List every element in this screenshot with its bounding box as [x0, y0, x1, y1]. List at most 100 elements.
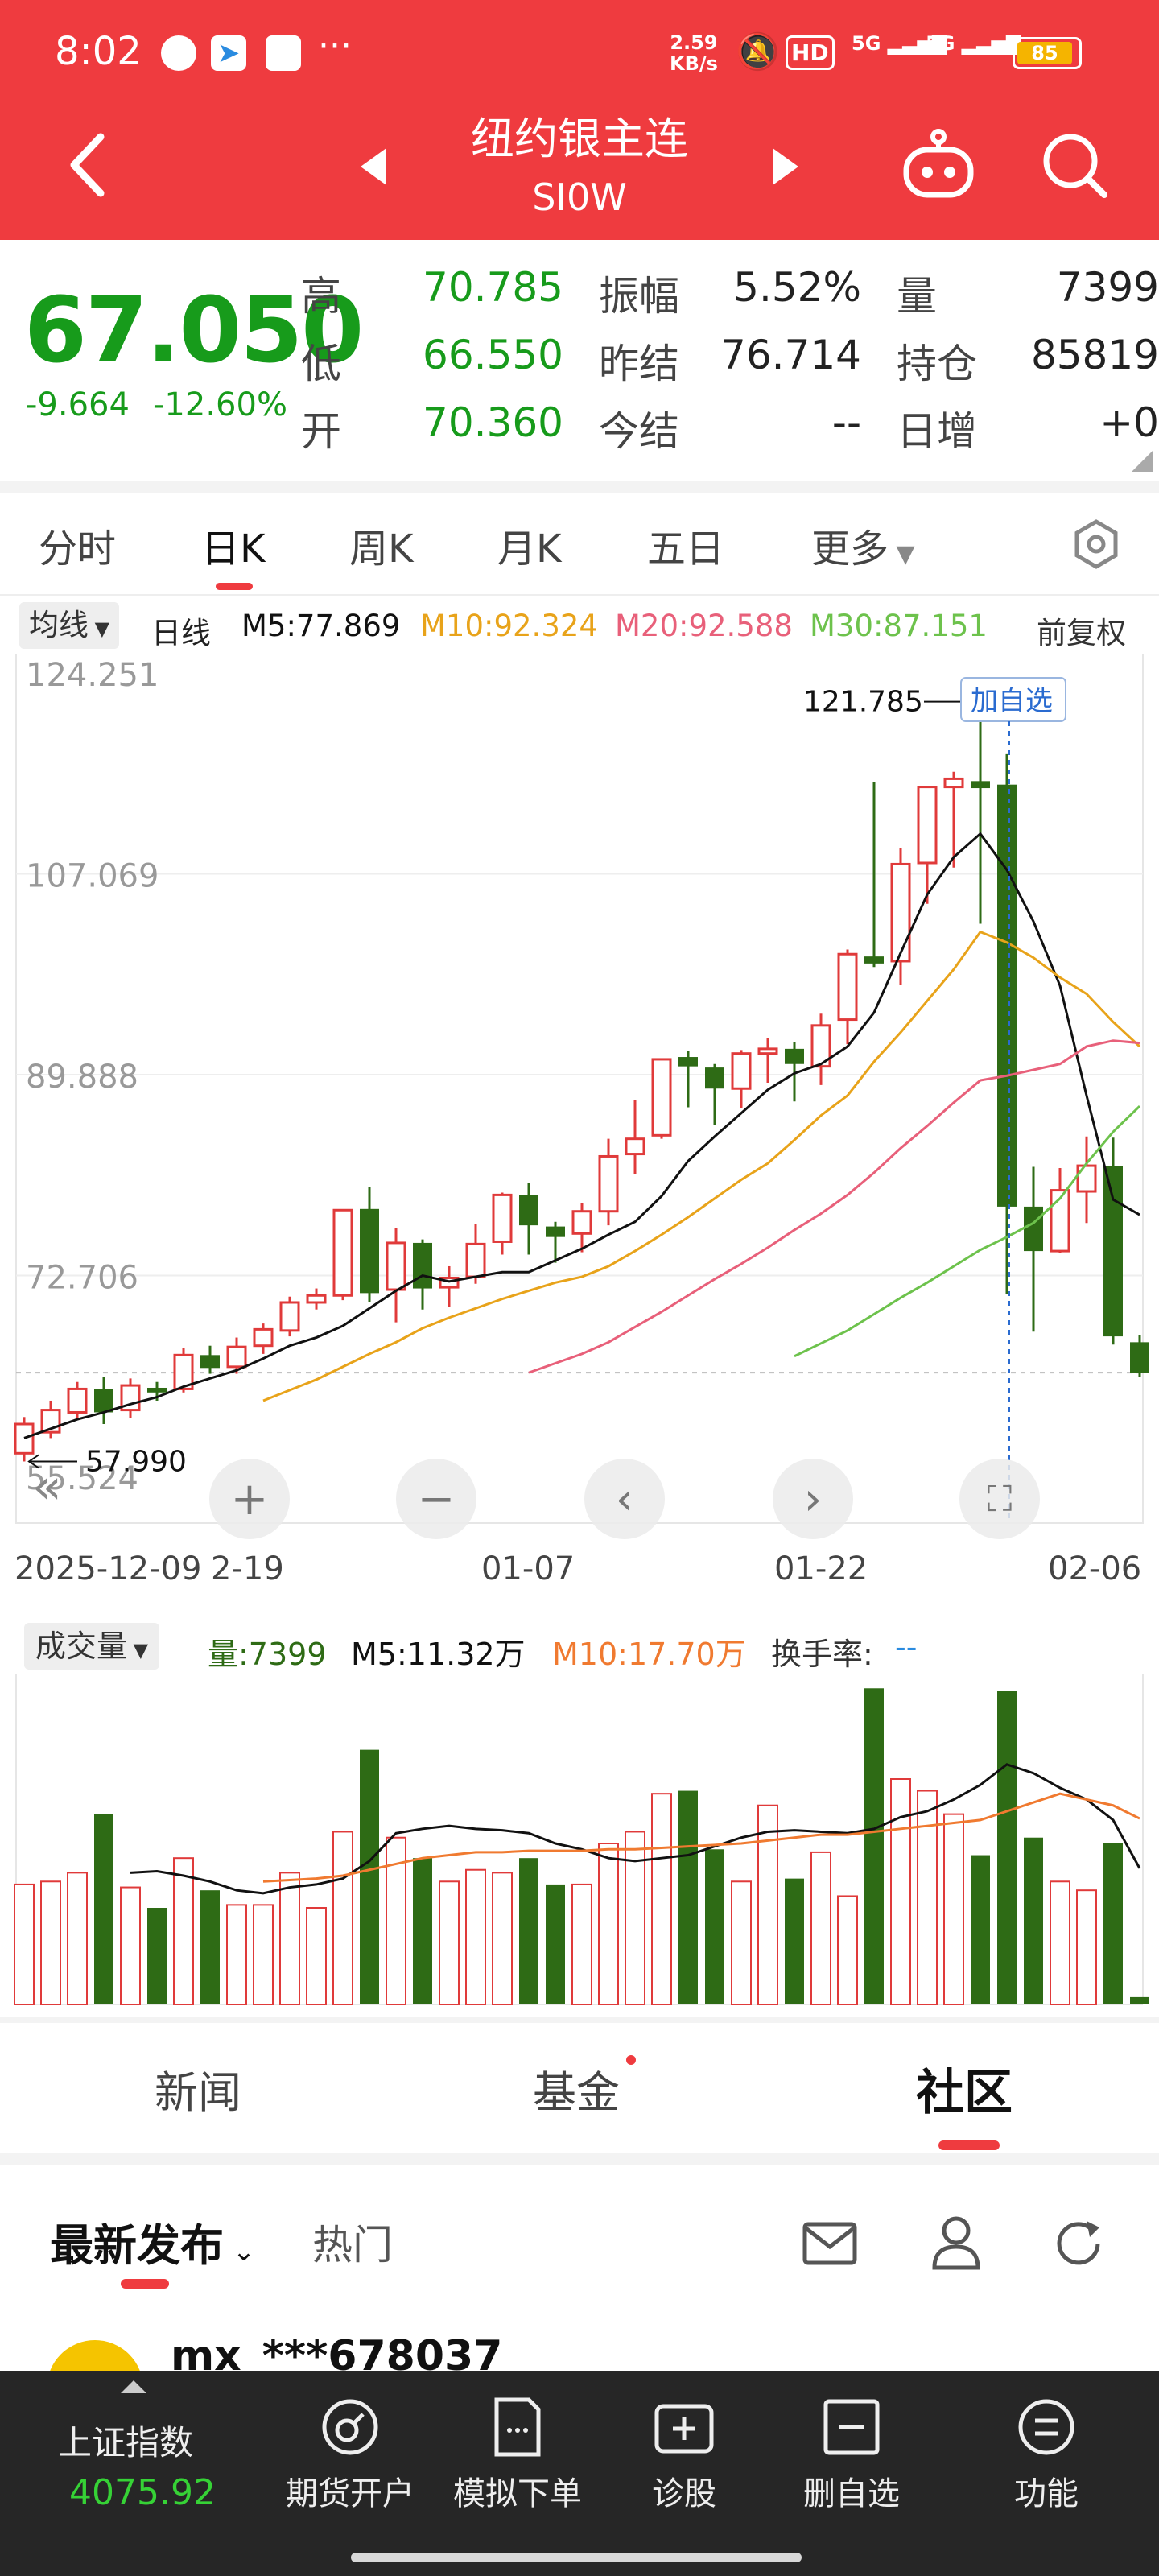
- candle-body-down: [705, 1067, 724, 1089]
- tab-funds[interactable]: 基金: [533, 2067, 620, 2118]
- candle-body-up: [731, 1052, 752, 1090]
- fullscreen-button[interactable]: ⛶: [959, 1459, 1040, 1539]
- zoom-in-button[interactable]: +: [209, 1459, 290, 1539]
- kline-chart[interactable]: 124.251 107.069 89.888 72.706 55.524 121.785 5…: [0, 653, 1159, 1539]
- add-watch-tag: [960, 677, 1066, 722]
- volume-bar-down: [705, 1849, 724, 2004]
- ma10-line: [262, 930, 1141, 1402]
- candle-body-up: [651, 1058, 672, 1137]
- indicator-selector[interactable]: 均线 ▼: [19, 602, 120, 649]
- volume-bar-up: [332, 1831, 353, 2005]
- chevron-down-icon: ▼: [89, 617, 110, 640]
- volume-bar-up: [598, 1843, 619, 2005]
- nav-futures-account[interactable]: 期货开户: [270, 2395, 431, 2514]
- net-speed: 2.59 KB/s: [670, 31, 718, 75]
- ma5-line: [23, 832, 1140, 1439]
- price-change: -9.664: [26, 386, 130, 423]
- volume-bar-up: [14, 1883, 35, 2005]
- candle-body-up: [810, 1024, 831, 1068]
- volume-bar-up: [651, 1793, 672, 2005]
- tab-news[interactable]: 新闻: [155, 2067, 241, 2118]
- price-adjust-selector[interactable]: 前复权: [1037, 616, 1126, 650]
- nav-label: 模拟下单: [453, 2475, 582, 2512]
- nav-label: 诊股: [652, 2475, 716, 2512]
- volume-ma-lines: [130, 1763, 1141, 1895]
- community-feed: 最新发布 ⌄ 热门 mx_***678037: [0, 2153, 1159, 2388]
- futures-account-icon: [322, 2399, 378, 2455]
- nav-label: 期货开户: [286, 2475, 415, 2512]
- today-settle-label: 今结: [599, 408, 679, 455]
- nav-stock-diagnosis[interactable]: 诊股: [604, 2395, 765, 2514]
- nav-remove-watchlist[interactable]: 删自选: [771, 2395, 932, 2514]
- robot-icon[interactable]: [901, 127, 975, 200]
- volume-bar-up: [253, 1904, 274, 2006]
- candle-body-down: [147, 1387, 167, 1393]
- prev-contract-icon[interactable]: [359, 147, 388, 187]
- candle-body-up: [465, 1242, 486, 1278]
- candle-body-up: [757, 1047, 778, 1055]
- tab-five-day[interactable]: 五日: [647, 526, 725, 572]
- tab-intraday[interactable]: 分时: [39, 526, 117, 572]
- period-tabs: 分时 日K 周K 月K 五日 更多 ▼: [0, 493, 1159, 597]
- volume-bar-down: [200, 1890, 220, 2004]
- telegram-icon: ➤: [211, 35, 246, 71]
- open-interest-value: 85819: [1030, 332, 1159, 378]
- tab-weekly-k[interactable]: 周K: [349, 526, 414, 572]
- kline-svg[interactable]: 124.251 107.069 89.888 72.706 55.524 121.785 5…: [0, 653, 1159, 1539]
- low-marker-arrowhead: [27, 1454, 39, 1469]
- scroll-start-icon[interactable]: «: [32, 1459, 62, 1515]
- expand-corner-icon[interactable]: [1132, 451, 1153, 472]
- volume-bar-up: [917, 1790, 938, 2006]
- volume-bar-up: [731, 1880, 752, 2006]
- candle-body-up: [226, 1345, 247, 1368]
- latest-posts-tab[interactable]: 最新发布 ⌄: [50, 2220, 256, 2271]
- profile-icon[interactable]: [930, 2215, 982, 2271]
- volume-bar-up: [173, 1857, 194, 2005]
- battery-icon: 85: [1013, 37, 1082, 69]
- search-icon[interactable]: [1038, 129, 1111, 201]
- tab-daily-k[interactable]: 日K: [201, 526, 266, 572]
- candle-body-down: [678, 1057, 698, 1067]
- volume-bar-up: [120, 1886, 141, 2005]
- nav-label: 删自选: [803, 2475, 900, 2512]
- volume-bar-down: [519, 1858, 538, 2004]
- hot-posts-tab[interactable]: 热门: [312, 2222, 393, 2268]
- refresh-icon[interactable]: [1051, 2216, 1106, 2271]
- volume-svg[interactable]: [0, 1674, 1159, 2013]
- volume-m10-line: [262, 1792, 1140, 1883]
- volume-indicator-selector[interactable]: 成交量 ▼: [24, 1623, 160, 1670]
- volume-bar-down: [678, 1790, 698, 2004]
- volume-bar-up: [1076, 1889, 1097, 2005]
- diagnosis-icon: [654, 2404, 714, 2454]
- volume-bar-down: [360, 1749, 379, 2004]
- candle-body-up: [67, 1387, 88, 1414]
- unread-dot: [626, 2055, 636, 2065]
- tab-more[interactable]: 更多 ▼: [811, 526, 915, 572]
- remove-watchlist-icon: [823, 2399, 880, 2455]
- amplitude-value: 5.52%: [733, 264, 861, 311]
- index-name[interactable]: 上证指数: [58, 2423, 194, 2462]
- x-axis: 2025-12-09 2-19 01-07 01-22 02-06: [0, 1539, 1159, 1604]
- tab-monthly-k[interactable]: 月K: [497, 526, 562, 572]
- scroll-right-button[interactable]: ›: [773, 1459, 853, 1539]
- scroll-left-button[interactable]: ‹: [584, 1459, 665, 1539]
- kline-grid: [16, 873, 1143, 1374]
- tab-community[interactable]: 社区: [916, 2065, 1013, 2121]
- menu-icon: [1018, 2399, 1074, 2455]
- nav-functions[interactable]: 功能: [966, 2395, 1127, 2514]
- candle-body-down: [360, 1208, 379, 1294]
- nav-sim-order[interactable]: 模拟下单: [437, 2395, 598, 2514]
- zoom-out-button[interactable]: −: [396, 1459, 476, 1539]
- candle-body-down: [1024, 1206, 1043, 1252]
- back-arrow-icon[interactable]: [64, 129, 113, 201]
- candle-body-up: [1076, 1164, 1097, 1193]
- content-tabs: 新闻 基金 社区: [0, 2017, 1159, 2153]
- message-icon[interactable]: [802, 2221, 858, 2266]
- caret-up-icon: [121, 2380, 146, 2393]
- high-value: 70.785: [423, 264, 563, 311]
- chart-settings-icon[interactable]: [1070, 518, 1122, 570]
- next-contract-icon[interactable]: [771, 147, 800, 187]
- volume-bar-up: [1050, 1880, 1070, 2006]
- volume-chart[interactable]: [0, 1674, 1159, 2013]
- x-tick-3: 01-22: [774, 1550, 868, 1587]
